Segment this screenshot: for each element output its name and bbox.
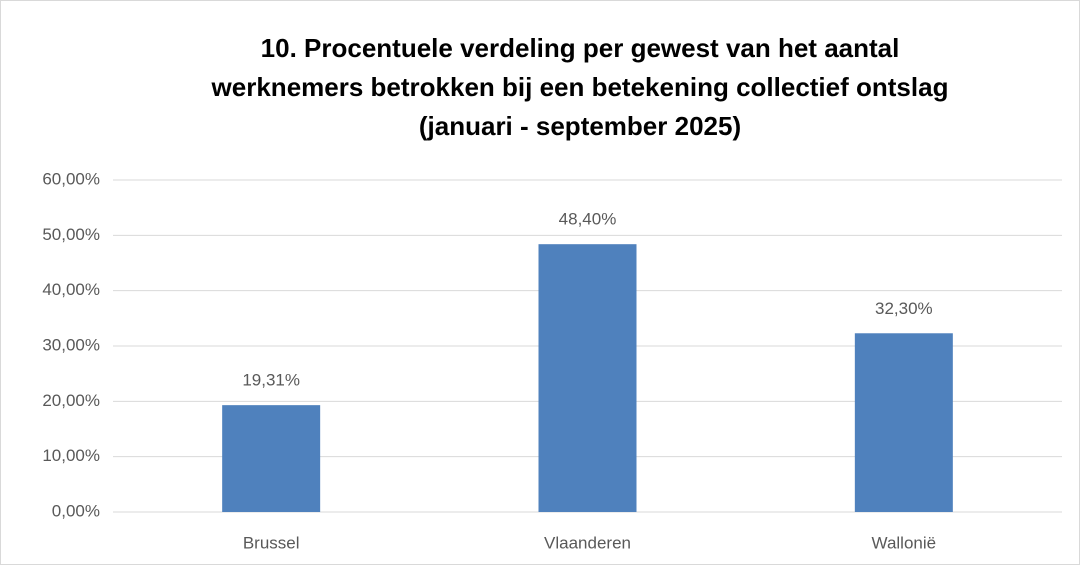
chart-title: werknemers betrokken bij een betekening … <box>211 72 949 102</box>
y-tick-label: 30,00% <box>42 335 100 354</box>
data-label: 48,40% <box>559 210 617 229</box>
chart-title: 10. Procentuele verdeling per gewest van… <box>261 33 900 63</box>
bar <box>538 244 637 513</box>
bar <box>222 405 321 512</box>
y-tick-label: 40,00% <box>42 280 100 299</box>
y-tick-label: 60,00% <box>42 169 100 188</box>
x-tick-label: Vlaanderen <box>544 533 631 552</box>
y-tick-label: 0,00% <box>52 501 100 520</box>
data-label: 19,31% <box>242 371 300 390</box>
chart-title: (januari - september 2025) <box>419 111 741 141</box>
y-tick-label: 10,00% <box>42 446 100 465</box>
bar <box>854 333 953 512</box>
x-tick-label: Brussel <box>243 533 300 552</box>
data-label: 32,30% <box>875 299 933 318</box>
y-tick-label: 20,00% <box>42 391 100 410</box>
x-tick-label: Wallonië <box>872 533 937 552</box>
y-tick-label: 50,00% <box>42 225 100 244</box>
